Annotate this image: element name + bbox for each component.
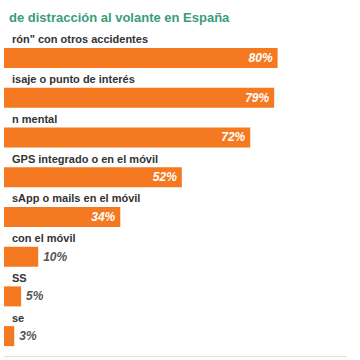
svg-text:isaje o punto de interés: isaje o punto de interés (12, 73, 135, 85)
svg-text:SS: SS (12, 272, 27, 284)
svg-text:3%: 3% (19, 329, 37, 343)
svg-text:5%: 5% (26, 289, 44, 303)
svg-text:GPS integrado o en el móvil: GPS integrado o en el móvil (12, 153, 158, 165)
svg-text:n mental: n mental (12, 113, 57, 125)
svg-text:80%: 80% (249, 51, 273, 65)
svg-text:72%: 72% (221, 130, 245, 144)
svg-text:34%: 34% (91, 210, 115, 224)
svg-text:de distracción al volante en E: de distracción al volante en España (9, 10, 230, 25)
svg-text:con el móvil: con el móvil (12, 232, 76, 244)
svg-text:79%: 79% (245, 91, 269, 105)
svg-text:rón" con otros accidentes: rón" con otros accidentes (12, 33, 148, 45)
svg-text:10%: 10% (43, 250, 67, 264)
svg-text:52%: 52% (153, 170, 177, 184)
svg-text:sApp o mails en el móvil: sApp o mails en el móvil (12, 192, 140, 204)
svg-text:se: se (12, 312, 24, 324)
